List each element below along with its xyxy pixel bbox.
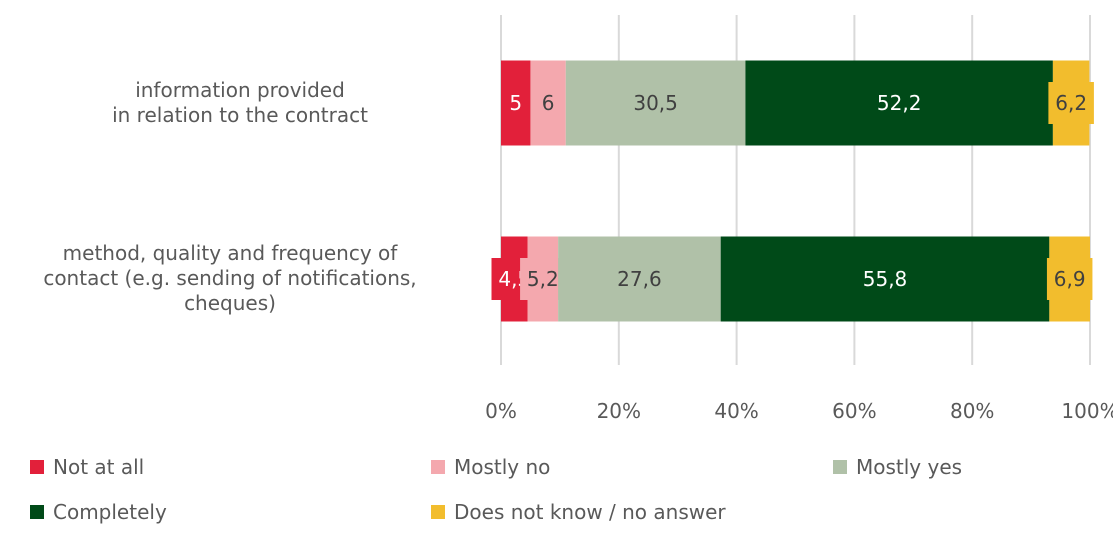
legend-label: Mostly no — [454, 455, 551, 479]
data-label: 55,8 — [863, 267, 908, 291]
category-label-information: information provided in relation to the … — [112, 78, 368, 127]
legend-item-completely: Completely — [30, 500, 167, 524]
legend-label: Not at all — [53, 455, 145, 479]
x-tick-label: 80% — [950, 399, 994, 423]
x-tick-label: 100% — [1061, 399, 1113, 423]
bar-segment — [501, 60, 531, 146]
x-tick-label: 0% — [485, 399, 517, 423]
data-label: 6 — [542, 91, 555, 115]
legend-swatch-does-not-know — [431, 505, 445, 519]
data-label: 5,2 — [527, 267, 559, 291]
bar-segment — [720, 236, 1050, 322]
x-tick-label: 40% — [714, 399, 758, 423]
data-label: 52,2 — [877, 91, 922, 115]
legend-label: Completely — [53, 500, 167, 524]
data-label-background — [1046, 258, 1093, 300]
legend-item-mostly-no: Mostly no — [431, 455, 550, 479]
bar-segment — [745, 60, 1053, 146]
data-label: 6,9 — [1054, 267, 1086, 291]
data-label: 30,5 — [633, 91, 678, 115]
category-label-method: method, quality and frequency of contact… — [43, 241, 417, 315]
legend-item-does-not-know: Does not know / no answer — [431, 500, 726, 524]
bar-segment — [565, 60, 746, 146]
legend-swatch-completely — [30, 505, 44, 519]
legend-item-mostly-yes: Mostly yes — [833, 455, 962, 479]
legend-item-not-at-all: Not at all — [30, 455, 144, 479]
x-tick-label: 60% — [832, 399, 876, 423]
data-label: 27,6 — [617, 267, 662, 291]
x-tick-label: 20% — [597, 399, 641, 423]
legend-label: Does not know / no answer — [454, 500, 726, 524]
data-label: 6,2 — [1055, 91, 1087, 115]
bar-segment — [530, 60, 566, 146]
legend-swatch-mostly-yes — [833, 460, 847, 474]
bar-segment — [558, 236, 721, 322]
legend-swatch-not-at-all — [30, 460, 44, 474]
legend-swatch-mostly-no — [431, 460, 445, 474]
legend-label: Mostly yes — [856, 455, 963, 479]
data-label-background — [1048, 82, 1094, 124]
data-label: 5 — [509, 91, 522, 115]
data-label-background — [520, 258, 566, 300]
